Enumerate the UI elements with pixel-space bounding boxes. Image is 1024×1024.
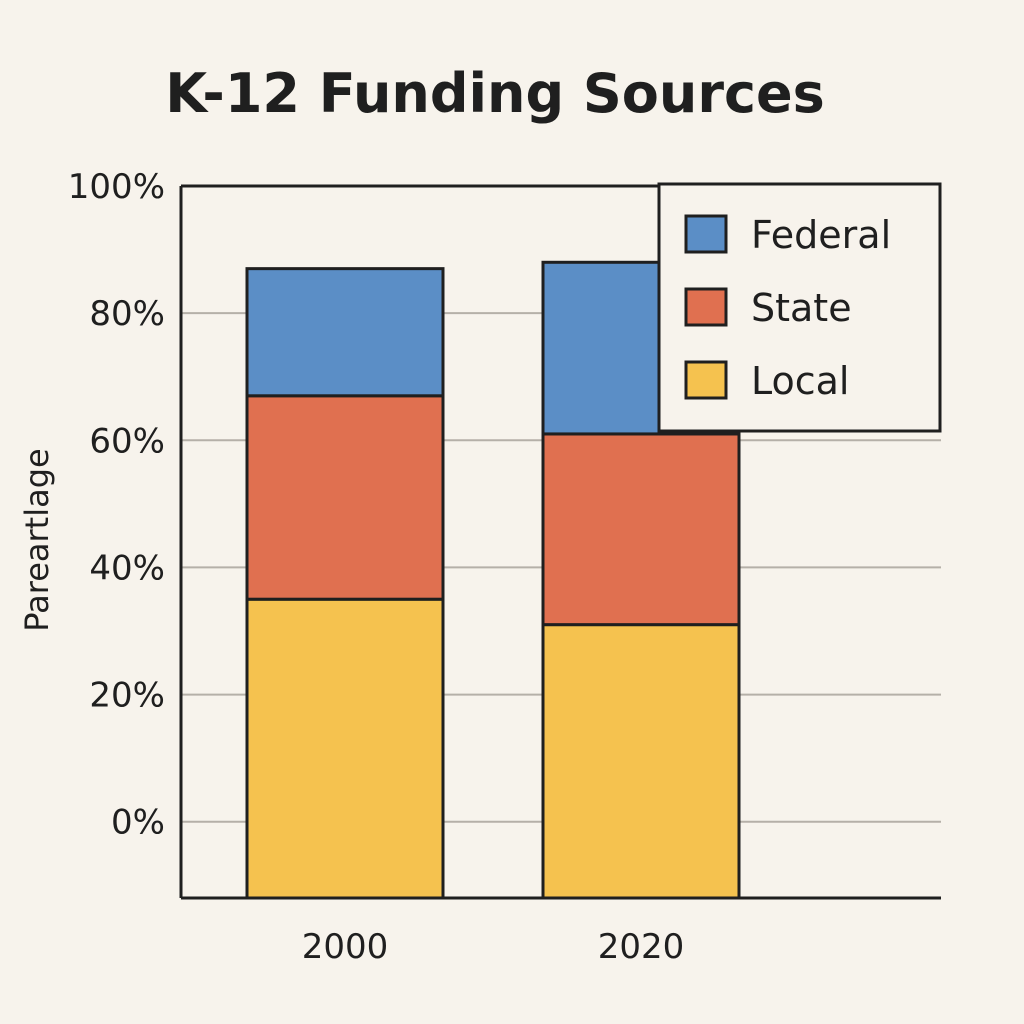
y-tick-label: 0% [111,803,165,843]
legend-swatch-federal [684,214,728,254]
y-tick-label: 20% [89,676,165,716]
y-tick-label: 60% [89,421,165,461]
y-axis-label: Pareartlage [18,448,56,631]
x-tick-label: 2000 [302,927,389,967]
y-tick-label: 80% [89,294,165,334]
legend-swatch-state [684,287,728,327]
x-axis-ticks: 2000 2020 [302,927,685,967]
bar-state-2020 [541,432,741,627]
y-tick-label: 100% [68,167,165,207]
legend-swatch-local [684,360,728,400]
bar-federal-2000 [245,267,445,398]
x-tick-label: 2020 [598,927,685,967]
bar-local-2000 [245,597,445,900]
bar-state-2000 [245,394,445,601]
y-tick-label: 40% [89,548,165,588]
legend-label-local: Local [751,359,850,403]
y-axis-ticks: 0% 20% 40% 60% 80% 100% [68,167,165,843]
chart-title: K-12 Funding Sources [165,62,825,125]
legend: Federal State Local [657,182,942,433]
bar-local-2020 [541,623,741,900]
legend-label-state: State [751,286,852,330]
legend-label-federal: Federal [751,213,891,257]
